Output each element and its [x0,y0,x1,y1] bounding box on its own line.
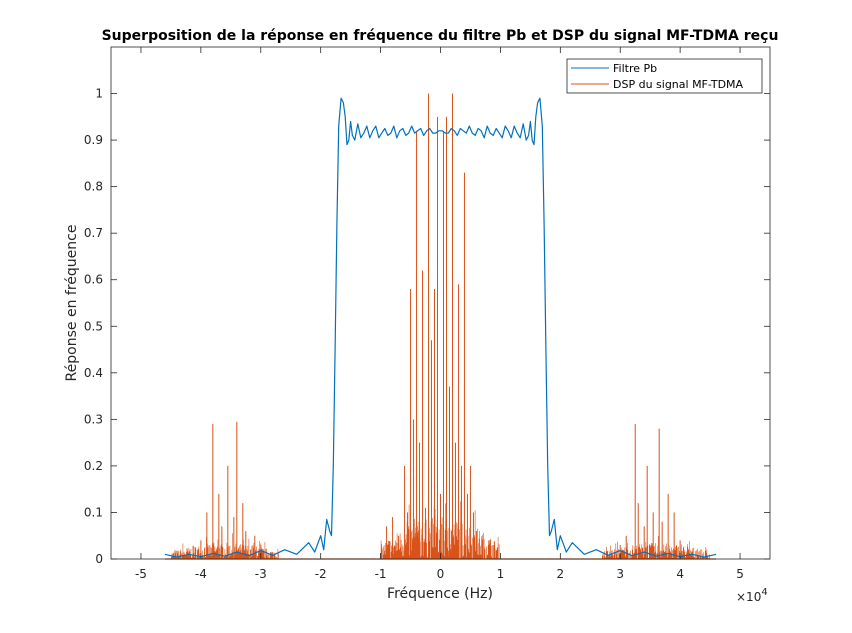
x-tick-label: 3 [616,567,624,581]
x-tick-label: 2 [556,567,564,581]
x-tick-label: 1 [497,567,505,581]
axes-layer: -5 -4 -3 -2 -1 0 1 2 3 4 5 0 0.1 0.2 0.3 0.4 0.5 0.6 0.7 0.… [84,46,771,581]
legend-label-filtre-pb: Filtre Pb [613,62,657,75]
y-tick-label: 0.5 [84,319,103,333]
y-tick-label: 0.7 [84,226,103,240]
y-tick-label: 1 [95,87,103,101]
plot-area [111,47,770,559]
legend-box [566,58,763,94]
x-tick-label: 5 [736,567,744,581]
legend-label-dsp: DSP du signal MF-TDMA [613,78,744,91]
x-tick-label: 0 [437,567,445,581]
x-tick-label: -3 [255,567,267,581]
legend: Filtre Pb DSP du signal MF-TDMA [566,58,763,94]
x-tick-label: 4 [676,567,684,581]
x-tick-label: -4 [195,567,207,581]
y-tick-label: 0 [95,552,103,566]
x-axis-label: Fréquence (Hz) [387,586,493,602]
y-axis-label: Réponse en fréquence [64,225,80,382]
y-tick-label: 0.9 [84,133,103,147]
y-tick-label: 0.6 [84,273,103,287]
x-tick-label: -1 [375,567,387,581]
y-tick-label: 0.2 [84,459,103,473]
x-exponent-label: ×104 [736,587,768,604]
y-tick-label: 0.3 [84,412,103,426]
y-tick-label: 0.4 [84,366,103,380]
series-layer [164,93,717,560]
x-tick-label: -5 [135,567,147,581]
y-tick-label: 0.8 [84,180,103,194]
x-exponent-power: 4 [761,587,767,598]
y-tick-label: 0.1 [84,505,103,519]
x-tick-label: -2 [315,567,327,581]
chart-title: Superposition de la réponse en fréquence… [102,28,779,44]
series-filtre-pb [164,97,717,558]
series-dsp [164,93,717,560]
